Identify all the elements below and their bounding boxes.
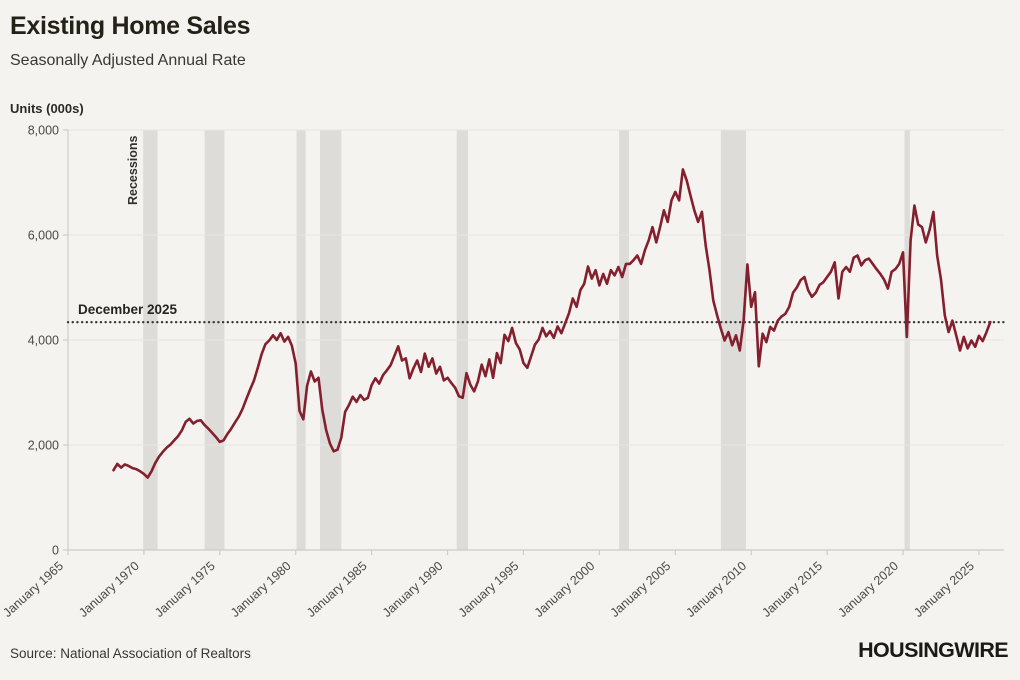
x-tick-label: January 2025 xyxy=(911,559,977,620)
x-tick-label: January 2000 xyxy=(532,559,598,620)
y-tick-label: 0 xyxy=(52,544,59,558)
x-tick-label: January 2020 xyxy=(835,559,901,620)
x-tick-label: January 2005 xyxy=(608,559,674,620)
x-tick-label: January 1985 xyxy=(304,559,370,620)
sales-line-series xyxy=(112,168,992,479)
source-note: Source: National Association of Realtors xyxy=(10,646,251,661)
x-tick-label: January 1970 xyxy=(76,559,142,620)
y-tick-label: 2,000 xyxy=(28,439,59,453)
y-tick-label: 6,000 xyxy=(28,229,59,243)
y-tick-label: 8,000 xyxy=(28,124,59,138)
reference-line-label: December 2025 xyxy=(78,302,178,317)
x-tick-label: January 2015 xyxy=(759,559,825,620)
y-tick-label: 4,000 xyxy=(28,334,59,348)
x-tick-label: January 2010 xyxy=(684,559,750,620)
recessions-annotation: Recessions xyxy=(126,135,140,205)
x-tick-label: January 1995 xyxy=(456,559,522,620)
page-subtitle: Seasonally Adjusted Annual Rate xyxy=(10,52,246,69)
x-tick-label: January 1965 xyxy=(0,559,66,620)
page-title: Existing Home Sales xyxy=(10,12,251,40)
x-tick-label: January 1990 xyxy=(380,559,446,620)
y-axis-title: Units (000s) xyxy=(10,101,84,116)
x-tick-label: January 1975 xyxy=(152,559,218,620)
housingwire-logo: HOUSINGWIRE xyxy=(858,638,1008,662)
x-tick-label: January 1980 xyxy=(228,559,294,620)
